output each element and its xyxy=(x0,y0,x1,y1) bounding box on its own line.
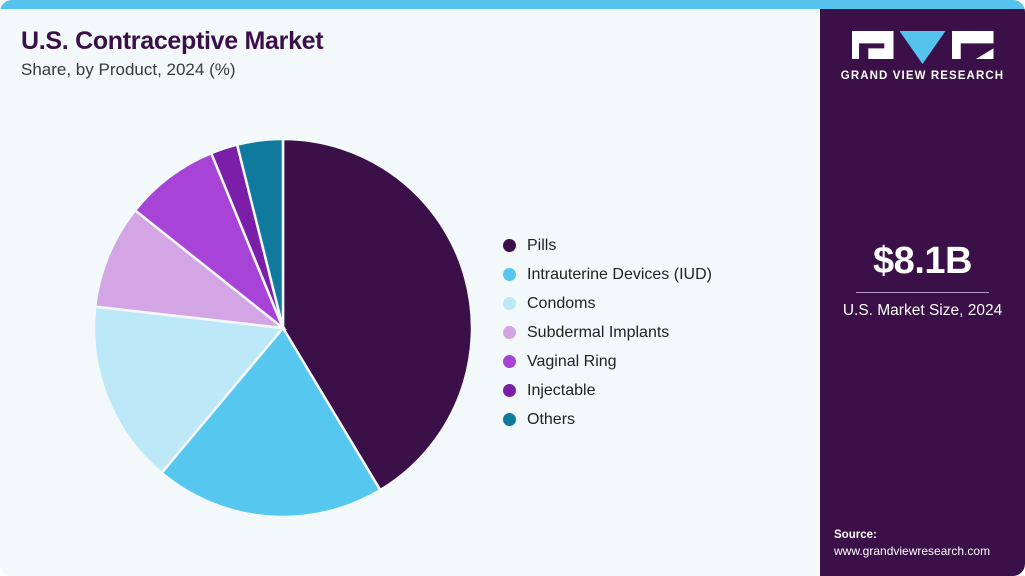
legend-color-swatch xyxy=(503,268,516,281)
pie-slice xyxy=(94,208,288,330)
legend-item[interactable]: Subdermal Implants xyxy=(503,318,712,347)
logo-wordmark: GRAND VIEW RESEARCH xyxy=(840,70,1005,82)
source-url[interactable]: www.grandviewresearch.com xyxy=(834,544,991,559)
pie-slice xyxy=(159,325,382,517)
stat-block: $8.1B U.S. Market Size, 2024 xyxy=(820,240,1025,322)
legend-item[interactable]: Intrauterine Devices (IUD) xyxy=(503,260,712,289)
legend-color-swatch xyxy=(503,413,516,426)
legend-color-swatch xyxy=(503,384,516,397)
pie-slice-group xyxy=(94,139,472,517)
pie-slice xyxy=(94,305,286,475)
legend-color-swatch xyxy=(503,326,516,339)
legend-item[interactable]: Injectable xyxy=(503,376,712,405)
market-size-value: $8.1B xyxy=(873,240,972,282)
source-block: Source: www.grandviewresearch.com xyxy=(834,527,1024,560)
logo-r-icon xyxy=(951,31,994,59)
legend-color-swatch xyxy=(503,239,516,252)
legend-item[interactable]: Condoms xyxy=(503,289,712,318)
logo-marks xyxy=(820,31,1025,64)
pie-slice xyxy=(235,139,285,329)
legend-item-label: Intrauterine Devices (IUD) xyxy=(527,265,712,283)
legend-item[interactable]: Others xyxy=(503,405,712,434)
pie-chart-svg xyxy=(94,139,472,517)
logo-v-triangle-icon xyxy=(899,31,946,64)
source-label: Source: xyxy=(834,529,877,542)
pie-slice xyxy=(281,139,472,492)
stat-divider xyxy=(856,291,989,293)
legend-item-label: Pills xyxy=(527,236,557,254)
legend-item-label: Others xyxy=(527,410,576,428)
logo-g-icon xyxy=(851,31,894,59)
title-block: U.S. Contraceptive Market Share, by Prod… xyxy=(21,27,324,80)
legend-item-label: Condoms xyxy=(527,294,596,312)
legend-item[interactable]: Vaginal Ring xyxy=(503,347,712,376)
pie-chart xyxy=(94,139,472,517)
brand-logo: GRAND VIEW RESEARCH xyxy=(820,31,1025,82)
legend-item-label: Injectable xyxy=(527,381,596,399)
side-panel: GRAND VIEW RESEARCH $8.1B U.S. Market Si… xyxy=(820,9,1025,576)
pie-slice xyxy=(133,151,286,332)
top-accent-bar xyxy=(0,0,1025,9)
chart-main-area: U.S. Contraceptive Market Share, by Prod… xyxy=(0,9,820,576)
page-subtitle: Share, by Product, 2024 (%) xyxy=(21,59,236,79)
legend-color-swatch xyxy=(503,297,516,310)
market-size-caption: U.S. Market Size, 2024 xyxy=(842,301,1003,319)
legend-item-label: Vaginal Ring xyxy=(527,352,617,370)
page-title: U.S. Contraceptive Market xyxy=(21,27,324,55)
legend-color-swatch xyxy=(503,355,516,368)
legend-item-label: Subdermal Implants xyxy=(527,323,670,341)
chart-legend: Pills Intrauterine Devices (IUD) Condoms Su… xyxy=(503,231,712,434)
legend-item[interactable]: Pills xyxy=(503,231,712,260)
